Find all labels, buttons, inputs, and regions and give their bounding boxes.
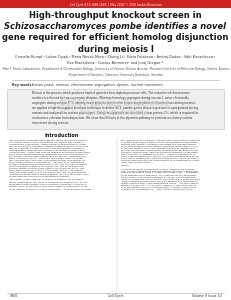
Text: ©2010 Landes Bioscience.: ©2010 Landes Bioscience. [59, 99, 172, 108]
Text: Cell Cycle: Cell Cycle [108, 294, 123, 298]
Text: Do not distribute.: Do not distribute. [80, 110, 151, 116]
Text: fission yeast, meiosis, chromosome segregation, dynein, nuclear movement: fission yeast, meiosis, chromosome segre… [32, 83, 163, 87]
Text: The reduction of chromosome number during meiosis is achieved
by a single round : The reduction of chromosome number durin… [9, 139, 91, 190]
Text: during meiosis I: during meiosis I [78, 45, 153, 54]
Text: the consequences on meiotic chromosome segregation of deleting
S. pombe genes wh: the consequences on meiotic chromosome s… [121, 139, 201, 190]
Text: High-throughput knockout screen in: High-throughput knockout screen in [29, 11, 202, 20]
Text: 1860: 1860 [9, 294, 18, 298]
Text: Cell Cycle 9:10 1860-1866; 1 May 2010; © 2010 Landes Bioscience: Cell Cycle 9:10 1860-1866; 1 May 2010; ©… [70, 3, 161, 7]
Text: Key words:: Key words: [12, 83, 32, 87]
Text: gene required for efficient homolog disjunction: gene required for efficient homolog disj… [2, 33, 229, 42]
Text: ¹Max F. Perutz Laboratories, Department of Chromosome Biology, University of Vie: ¹Max F. Perutz Laboratories, Department … [2, 68, 229, 76]
Bar [0, 0, 231, 8]
Text: Meiosis is the process which produces haploid gametes from diploid precursor cel: Meiosis is the process which produces ha… [32, 91, 199, 125]
Text: Schizosaccharomyces pombe identifies a novel: Schizosaccharomyces pombe identifies a n… [4, 22, 227, 31]
Text: Volume 9 Issue 10: Volume 9 Issue 10 [192, 294, 222, 298]
Bar [7, 88, 224, 129]
Text: Cornelia Rumpf,¹ Lubos Cipak,² Maria Novak-Mora,² Zhong Li,¹ Silvia Polakova,² A: Cornelia Rumpf,¹ Lubos Cipak,² Maria Nov… [15, 56, 216, 64]
Text: Introduction: Introduction [44, 133, 78, 138]
